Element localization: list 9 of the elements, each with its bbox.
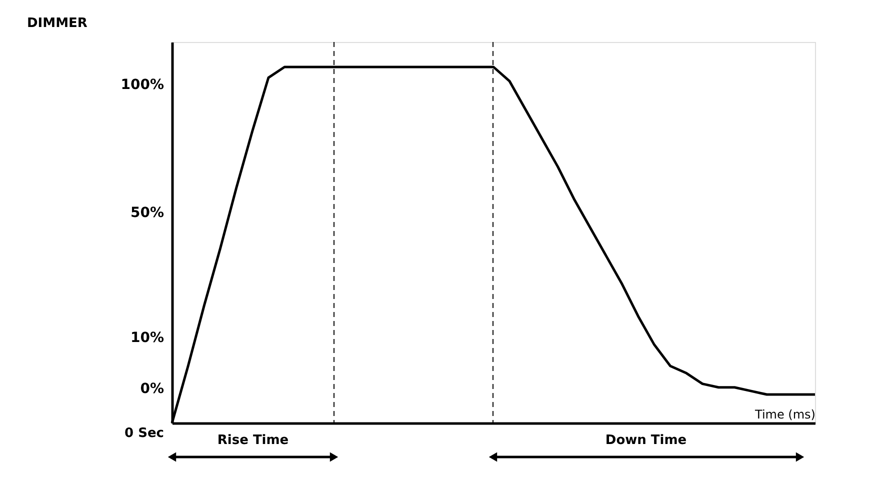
text: 0% (140, 381, 164, 397)
text: 50% (130, 205, 164, 221)
text: 0 Sec (124, 426, 164, 441)
text: 100% (120, 77, 164, 93)
text: DIMMER (27, 16, 88, 31)
text: Rise Time (217, 433, 289, 448)
text: Down Time (605, 433, 687, 448)
text: 10% (130, 330, 164, 346)
x-axis-title: Time (ms) (754, 408, 816, 422)
